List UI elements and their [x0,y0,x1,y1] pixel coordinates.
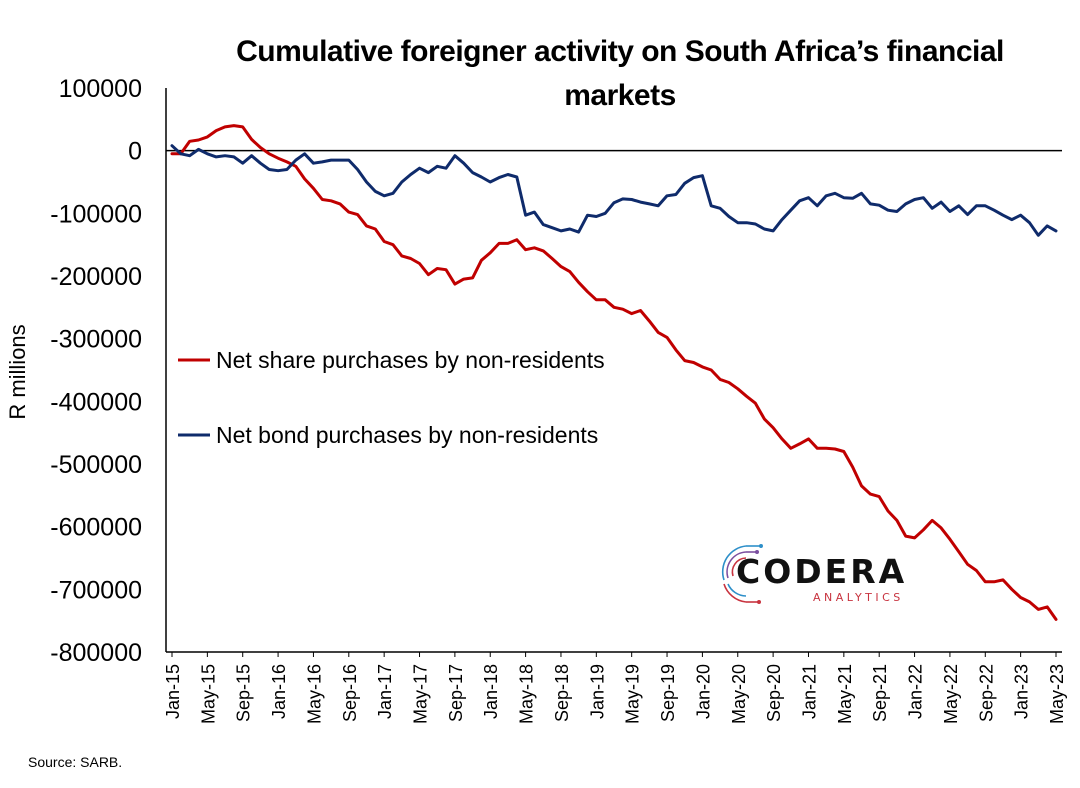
x-tick-label: Jan-21 [799,664,819,719]
share-purchases-line [170,124,1058,621]
x-tick-label: Sep-17 [446,664,466,722]
x-tick-label: Sep-16 [340,664,360,722]
x-tick-label: May-22 [941,664,961,724]
logo-wordmark: CODERA [736,552,908,591]
y-tick-label: -300000 [50,326,142,354]
x-tick-label: Jan-17 [375,664,395,719]
x-tick-label: May-16 [304,664,324,724]
y-tick-label: -800000 [50,639,142,667]
legend-label: Net bond purchases by non-residents [216,422,598,448]
codera-logo: CODERA ANALYTICS [716,540,926,606]
y-axis-label: R millions [5,324,30,420]
x-tick-labels: Jan-15 May-15 Sep-15 Jan-16 May-16 Sep-16 Jan-… [163,652,1067,724]
x-tick-label: May-20 [729,664,749,724]
y-tick-label: 100000 [59,75,142,103]
x-tick-label: May-19 [623,664,643,724]
x-tick-label: Sep-19 [658,664,678,722]
legend-label: Net share purchases by non-residents [216,347,605,373]
x-tick-label: May-23 [1047,664,1067,724]
x-tick-label: May-21 [835,664,855,724]
y-tick-label: -700000 [50,576,142,604]
x-tick-label: Sep-15 [234,664,254,722]
x-tick-label: Sep-18 [552,664,572,722]
legend: Net share purchases by non-residents Net … [178,347,605,448]
x-tick-label: May-17 [411,664,431,724]
y-tick-label: -400000 [50,388,142,416]
y-tick-label: -100000 [50,200,142,228]
y-tick-labels: 100000 0 -100000 -200000 -300000 -400000 -5000… [50,75,142,667]
logo-circuit-icon [721,544,763,604]
bond-purchases-line [170,144,1058,237]
x-tick-label: May-18 [517,664,537,724]
x-tick-label: Jan-15 [163,664,183,719]
x-tick-label: Jan-16 [269,664,289,719]
x-tick-label: May-15 [198,664,218,724]
logo-subtitle: ANALYTICS [813,591,904,604]
chart-title-line-1: Cumulative foreigner activity on South A… [236,35,1004,68]
x-tick-label: Sep-22 [976,664,996,722]
y-tick-label: -600000 [50,514,142,542]
x-tick-label: Jan-18 [481,664,501,719]
y-tick-label: -200000 [50,263,142,291]
chart-title: Cumulative foreigner activity on South A… [195,30,1045,118]
x-tick-label: Jan-22 [906,664,926,719]
x-tick-label: Jan-19 [587,664,607,719]
chart-title-line-2: markets [564,79,676,112]
axes [165,88,1062,653]
x-tick-label: Sep-21 [870,664,890,722]
source-note: Source: SARB. [28,754,123,770]
x-tick-label: Sep-20 [764,664,784,722]
y-tick-label: 0 [128,138,142,166]
series-lines [170,124,1058,621]
y-tick-label: -500000 [50,451,142,479]
x-tick-label: Jan-20 [693,664,713,719]
x-tick-label: Jan-23 [1012,664,1032,719]
